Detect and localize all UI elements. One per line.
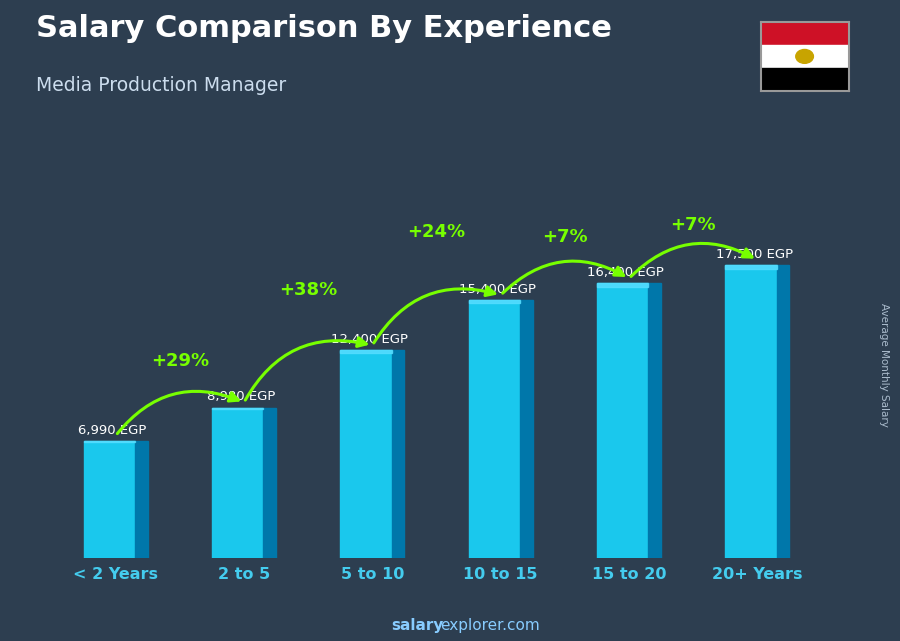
Bar bbox=[469, 300, 520, 558]
Bar bbox=[520, 300, 533, 558]
Text: +29%: +29% bbox=[150, 352, 209, 370]
Bar bbox=[760, 68, 849, 91]
Bar bbox=[469, 300, 520, 303]
Bar bbox=[212, 408, 263, 410]
Bar bbox=[648, 283, 662, 558]
Text: 16,400 EGP: 16,400 EGP bbox=[588, 266, 664, 279]
Bar bbox=[340, 351, 392, 353]
Text: 15,400 EGP: 15,400 EGP bbox=[459, 283, 536, 296]
Text: 17,500 EGP: 17,500 EGP bbox=[716, 248, 793, 261]
Bar bbox=[212, 408, 263, 558]
Bar bbox=[725, 265, 777, 558]
Bar bbox=[760, 22, 849, 45]
Bar bbox=[777, 265, 789, 558]
Bar bbox=[597, 283, 648, 287]
Bar bbox=[84, 441, 135, 442]
Text: explorer.com: explorer.com bbox=[440, 619, 540, 633]
Text: 6,990 EGP: 6,990 EGP bbox=[78, 424, 147, 437]
Bar bbox=[392, 351, 404, 558]
Circle shape bbox=[796, 49, 814, 63]
Text: +7%: +7% bbox=[542, 228, 588, 246]
Text: salary: salary bbox=[392, 619, 444, 633]
Text: +38%: +38% bbox=[279, 281, 338, 299]
Text: Average Monthly Salary: Average Monthly Salary bbox=[879, 303, 889, 428]
Bar bbox=[340, 351, 392, 558]
Bar bbox=[263, 408, 276, 558]
Bar bbox=[597, 283, 648, 558]
Text: +24%: +24% bbox=[408, 222, 465, 240]
Bar bbox=[84, 441, 135, 558]
Bar bbox=[760, 45, 849, 68]
Text: Media Production Manager: Media Production Manager bbox=[36, 76, 286, 95]
Bar bbox=[725, 265, 777, 269]
Text: Salary Comparison By Experience: Salary Comparison By Experience bbox=[36, 14, 612, 43]
Text: +7%: +7% bbox=[670, 216, 716, 234]
Bar bbox=[135, 441, 148, 558]
Text: 12,400 EGP: 12,400 EGP bbox=[330, 333, 408, 346]
Text: 8,980 EGP: 8,980 EGP bbox=[207, 390, 274, 403]
